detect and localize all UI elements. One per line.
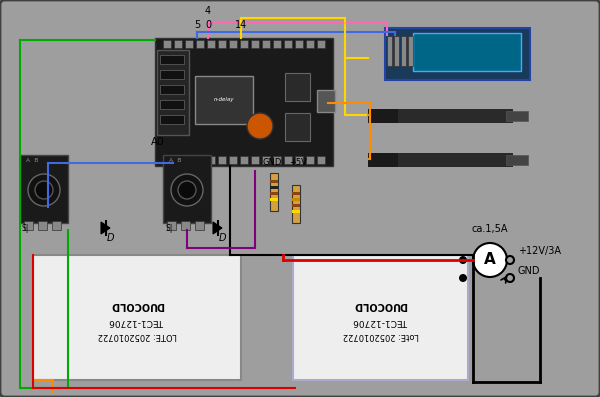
Bar — [270, 192, 278, 195]
Bar — [38, 221, 47, 230]
Bar — [292, 192, 300, 195]
Polygon shape — [213, 222, 222, 234]
Circle shape — [178, 181, 196, 199]
Bar — [160, 100, 184, 109]
Text: LotE: 2052010722: LotE: 2052010722 — [343, 331, 419, 340]
Bar — [506, 155, 528, 165]
Text: 5: 5 — [194, 20, 200, 30]
Bar — [394, 36, 399, 66]
FancyBboxPatch shape — [163, 155, 211, 223]
Bar — [163, 156, 171, 164]
Bar — [408, 36, 413, 66]
Bar — [273, 40, 281, 48]
Circle shape — [171, 174, 203, 206]
Bar — [387, 36, 392, 66]
Bar — [262, 156, 270, 164]
Bar — [506, 111, 528, 121]
Bar — [251, 40, 259, 48]
Bar — [52, 221, 61, 230]
Bar — [207, 40, 215, 48]
Bar — [292, 198, 300, 201]
Bar — [306, 156, 314, 164]
Text: 0: 0 — [205, 20, 211, 30]
Text: D: D — [106, 233, 114, 243]
Text: 14: 14 — [235, 20, 247, 30]
Bar — [368, 109, 398, 123]
Text: A  B: A B — [169, 158, 182, 163]
FancyBboxPatch shape — [20, 155, 68, 223]
Bar — [174, 156, 182, 164]
Text: +5V: +5V — [289, 158, 307, 167]
Text: S|: S| — [22, 224, 29, 233]
Bar — [240, 40, 248, 48]
Bar — [273, 156, 281, 164]
FancyBboxPatch shape — [293, 255, 468, 380]
Bar — [368, 153, 513, 167]
FancyBboxPatch shape — [155, 38, 333, 166]
Bar — [251, 156, 259, 164]
Text: DUOCOLD: DUOCOLD — [353, 301, 407, 310]
FancyBboxPatch shape — [317, 90, 335, 112]
FancyBboxPatch shape — [195, 76, 253, 124]
Bar — [240, 156, 248, 164]
Bar — [262, 40, 270, 48]
Text: DUOCOLD: DUOCOLD — [110, 301, 164, 310]
Text: 4: 4 — [205, 6, 211, 16]
FancyBboxPatch shape — [157, 50, 189, 135]
Bar — [306, 40, 314, 48]
Text: LOTE: 2052010722: LOTE: 2052010722 — [97, 331, 176, 340]
Text: A  B: A B — [26, 158, 38, 163]
Bar — [160, 85, 184, 94]
Bar — [292, 210, 300, 213]
Bar — [317, 156, 325, 164]
Bar — [218, 156, 226, 164]
Bar — [160, 115, 184, 124]
Bar — [284, 40, 292, 48]
Text: A0: A0 — [151, 137, 164, 147]
FancyBboxPatch shape — [285, 73, 310, 101]
Bar — [196, 40, 204, 48]
Bar — [24, 221, 33, 230]
Bar — [218, 40, 226, 48]
FancyBboxPatch shape — [385, 28, 530, 80]
Bar — [270, 180, 278, 183]
Text: S|: S| — [165, 224, 172, 233]
Bar — [270, 186, 278, 189]
Bar — [181, 221, 190, 230]
Circle shape — [473, 243, 507, 277]
Bar — [185, 156, 193, 164]
Text: GND: GND — [262, 158, 281, 167]
Polygon shape — [101, 222, 110, 234]
Circle shape — [459, 256, 467, 264]
Bar — [167, 221, 176, 230]
Bar — [368, 109, 513, 123]
Bar — [196, 156, 204, 164]
Bar — [229, 40, 237, 48]
Bar — [270, 198, 278, 201]
Text: GND: GND — [518, 266, 541, 276]
Bar — [317, 40, 325, 48]
FancyBboxPatch shape — [33, 255, 241, 380]
Text: +12V/3A: +12V/3A — [518, 246, 561, 256]
Bar — [292, 185, 300, 223]
Circle shape — [28, 174, 60, 206]
Bar — [270, 173, 278, 211]
Bar — [295, 156, 303, 164]
Bar — [160, 70, 184, 79]
Bar — [229, 156, 237, 164]
Bar — [368, 153, 398, 167]
Circle shape — [247, 113, 273, 139]
Circle shape — [506, 274, 514, 282]
Text: n-delay: n-delay — [214, 98, 234, 102]
FancyBboxPatch shape — [413, 33, 521, 71]
Text: D: D — [218, 233, 226, 243]
Text: TEC1-12706: TEC1-12706 — [353, 317, 408, 326]
Bar — [401, 36, 406, 66]
Bar — [163, 40, 171, 48]
Circle shape — [459, 274, 467, 282]
Bar — [185, 40, 193, 48]
Bar — [292, 204, 300, 207]
Bar — [284, 156, 292, 164]
Circle shape — [506, 256, 514, 264]
